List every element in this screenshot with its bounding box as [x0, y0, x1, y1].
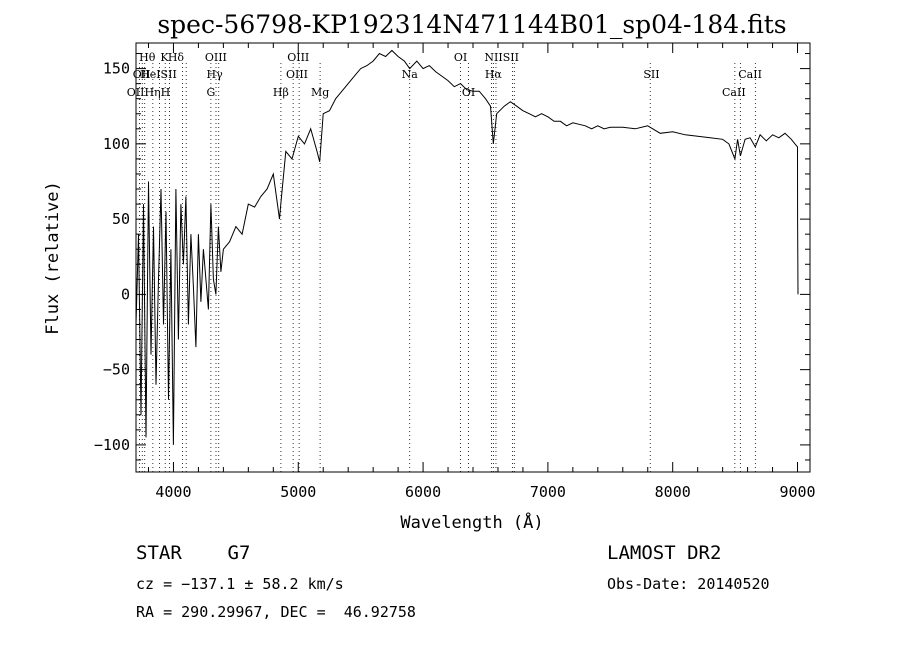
spectral-line-label: Mg [311, 86, 329, 99]
plot-frame [135, 42, 811, 473]
y-axis: −100 −50 0 50 100 150 [94, 53, 810, 461]
y-tick-label: −100 [94, 436, 130, 454]
spectral-line-label: NIISII [484, 51, 519, 64]
y-axis-label: Flux (relative) [43, 181, 63, 335]
spectral-line-label: K [160, 51, 169, 64]
y-tick-label: −50 [103, 361, 130, 379]
spectral-line-label: Hα [485, 68, 503, 81]
spectral-line-label: OIIHηH [127, 86, 170, 99]
spectral-line-label: Hθ [139, 51, 156, 64]
spectral-line-label: OIII [287, 51, 309, 64]
spectrum-series-line [135, 49, 799, 445]
x-axis-label: Wavelength (Å) [400, 511, 543, 533]
spectral-line-label: OIII [205, 51, 227, 64]
survey-name: LAMOST DR2 [607, 542, 722, 564]
redshift-readout: cz = −137.1 ± 58.2 km/s [136, 575, 344, 593]
spectral-line-label: Hγ [207, 68, 224, 81]
coordinates-readout: RA = 290.29967, DEC = 46.92758 [136, 603, 416, 621]
y-tick-label: 50 [112, 210, 130, 228]
spectral-line-label: G [206, 86, 215, 99]
spectral-line-label: CaII [722, 86, 746, 99]
chart-title: spec-56798-KP192314N471144B01_sp04-184.f… [157, 10, 786, 39]
spectral-line-label: OII [133, 68, 151, 81]
x-tick-label: 6000 [405, 483, 441, 501]
spectral-line-label: OIII [286, 68, 308, 81]
x-axis: 4000 5000 6000 7000 8000 9000 [147, 43, 816, 501]
spectral-line-label: OI [454, 51, 467, 64]
y-tick-label: 150 [103, 60, 130, 78]
x-tick-label: 4000 [155, 483, 191, 501]
y-tick-label: 100 [103, 135, 130, 153]
x-tick-label: 8000 [655, 483, 691, 501]
spectral-line-label: Hδ [168, 51, 185, 64]
spectral-line-label: OI [462, 86, 475, 99]
y-tick-label: 0 [121, 285, 130, 303]
observation-date: Obs-Date: 20140520 [607, 575, 770, 593]
spectral-line-label: Na [402, 68, 419, 81]
x-tick-label: 7000 [530, 483, 566, 501]
spectral-line-markers [138, 63, 756, 472]
spectral-line-label: SII [643, 68, 659, 81]
spectral-line-label: HeISII [140, 68, 177, 81]
spectral-line-label: CaII [738, 68, 762, 81]
x-tick-label: 9000 [779, 483, 815, 501]
object-class: STAR G7 [136, 542, 251, 564]
spectral-line-label: Hβ [273, 86, 289, 99]
x-tick-label: 5000 [280, 483, 316, 501]
